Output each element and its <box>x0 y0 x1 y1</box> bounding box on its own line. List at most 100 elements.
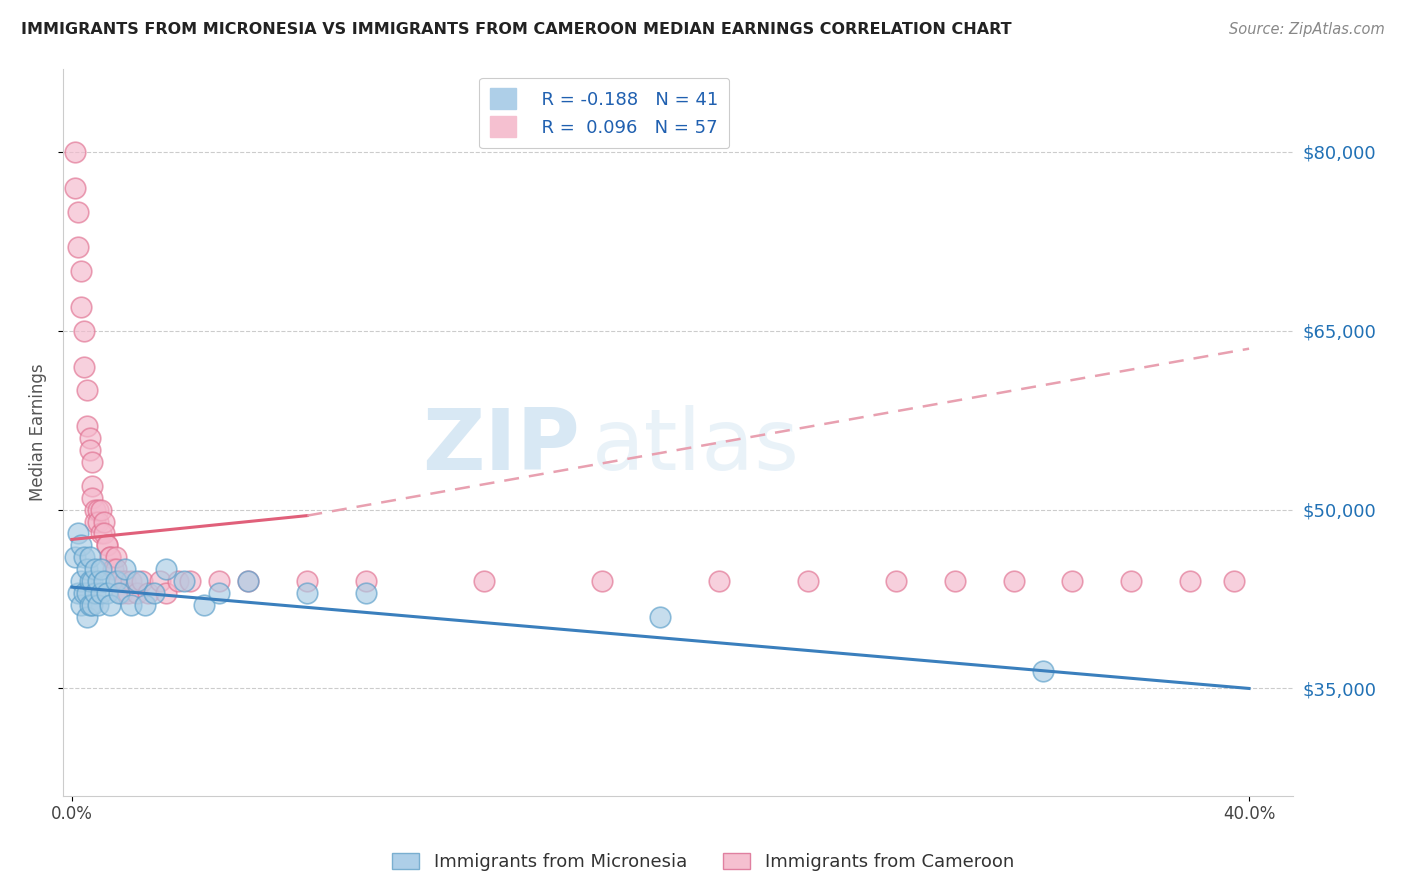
Point <box>82 455 104 469</box>
Point <box>79 598 101 612</box>
Point <box>143 586 166 600</box>
Point <box>1002 574 1025 589</box>
Point <box>114 562 136 576</box>
Point <box>96 538 118 552</box>
Point <box>105 550 128 565</box>
Y-axis label: Median Earnings: Median Earnings <box>30 363 46 501</box>
Point <box>101 562 124 576</box>
Point <box>208 574 231 589</box>
Point <box>87 502 110 516</box>
Point <box>72 359 94 374</box>
Point <box>354 574 377 589</box>
Point <box>238 574 260 589</box>
Point <box>69 264 91 278</box>
Point <box>66 204 89 219</box>
Point <box>69 598 91 612</box>
Point <box>87 515 110 529</box>
Point <box>155 586 177 600</box>
Point <box>84 562 107 576</box>
Text: atlas: atlas <box>592 405 800 488</box>
Point <box>72 550 94 565</box>
Point <box>105 574 128 589</box>
Point <box>179 574 201 589</box>
Point <box>66 240 89 254</box>
Point <box>98 550 121 565</box>
Point <box>82 491 104 505</box>
Point <box>138 586 160 600</box>
Point <box>650 610 672 624</box>
Point <box>87 574 110 589</box>
Point <box>117 586 139 600</box>
Point <box>96 586 118 600</box>
Point <box>79 443 101 458</box>
Point <box>149 574 172 589</box>
Point <box>63 180 86 194</box>
Point <box>796 574 818 589</box>
Point <box>76 384 98 398</box>
Point <box>93 526 115 541</box>
Point <box>125 586 148 600</box>
Point <box>1032 664 1054 678</box>
Legend: Immigrants from Micronesia, Immigrants from Cameroon: Immigrants from Micronesia, Immigrants f… <box>385 846 1021 879</box>
Point <box>82 574 104 589</box>
Point <box>155 562 177 576</box>
Point <box>66 586 89 600</box>
Point <box>238 574 260 589</box>
Point <box>84 586 107 600</box>
Point <box>1062 574 1084 589</box>
Point <box>98 550 121 565</box>
Point <box>1180 574 1202 589</box>
Point <box>93 515 115 529</box>
Point <box>76 586 98 600</box>
Point <box>1223 574 1246 589</box>
Text: IMMIGRANTS FROM MICRONESIA VS IMMIGRANTS FROM CAMEROON MEDIAN EARNINGS CORRELATI: IMMIGRANTS FROM MICRONESIA VS IMMIGRANTS… <box>21 22 1012 37</box>
Point <box>69 538 91 552</box>
Point <box>173 574 195 589</box>
Point <box>82 598 104 612</box>
Point <box>105 562 128 576</box>
Point <box>120 574 142 589</box>
Text: Source: ZipAtlas.com: Source: ZipAtlas.com <box>1229 22 1385 37</box>
Point <box>72 324 94 338</box>
Point <box>69 574 91 589</box>
Point <box>111 586 134 600</box>
Point <box>76 419 98 434</box>
Point <box>131 574 153 589</box>
Point <box>114 574 136 589</box>
Point <box>108 586 131 600</box>
Point <box>297 574 319 589</box>
Legend:   R = -0.188   N = 41,   R =  0.096   N = 57: R = -0.188 N = 41, R = 0.096 N = 57 <box>479 78 730 148</box>
Point <box>120 598 142 612</box>
Point <box>125 574 148 589</box>
Point <box>79 431 101 445</box>
Point <box>87 598 110 612</box>
Point <box>943 574 966 589</box>
Point <box>84 502 107 516</box>
Point <box>297 586 319 600</box>
Point <box>96 538 118 552</box>
Point <box>90 586 112 600</box>
Point <box>591 574 613 589</box>
Point <box>709 574 731 589</box>
Point <box>93 574 115 589</box>
Point <box>208 586 231 600</box>
Point <box>66 526 89 541</box>
Point <box>84 515 107 529</box>
Point <box>63 550 86 565</box>
Text: ZIP: ZIP <box>422 405 579 488</box>
Point <box>82 479 104 493</box>
Point <box>354 586 377 600</box>
Point <box>79 550 101 565</box>
Point <box>166 574 188 589</box>
Point <box>76 610 98 624</box>
Point <box>98 598 121 612</box>
Point <box>472 574 495 589</box>
Point <box>134 598 156 612</box>
Point <box>90 562 112 576</box>
Point <box>79 574 101 589</box>
Point <box>884 574 907 589</box>
Point <box>1121 574 1143 589</box>
Point <box>90 502 112 516</box>
Point <box>193 598 215 612</box>
Point <box>108 574 131 589</box>
